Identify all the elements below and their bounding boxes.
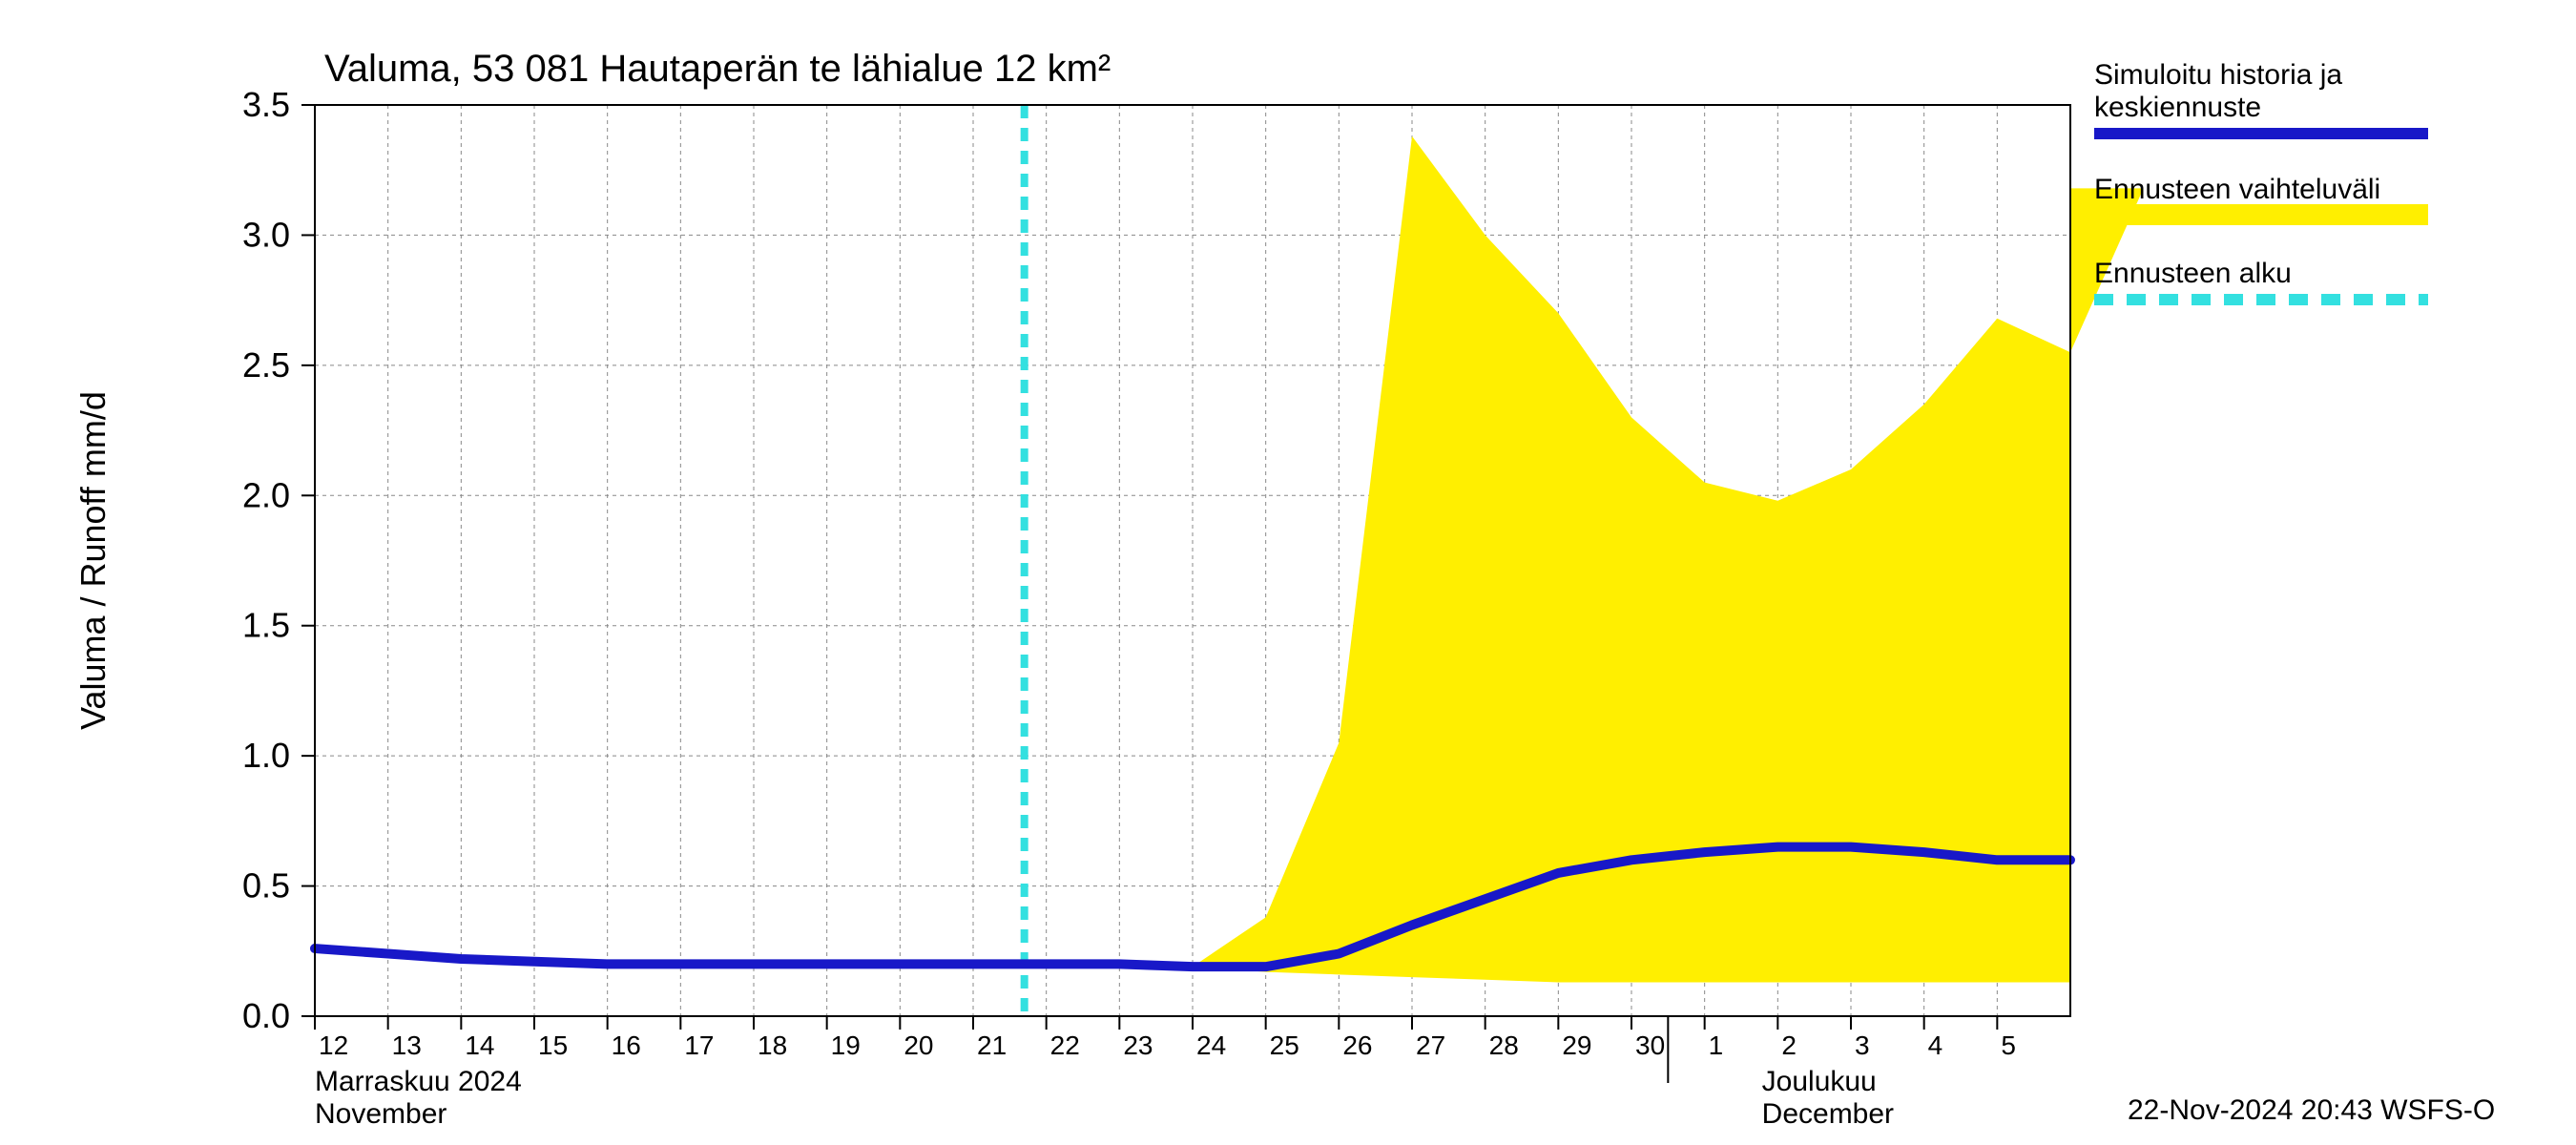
x-tick-label: 5: [2001, 1030, 2016, 1060]
start-month-fi: Marraskuu 2024: [315, 1066, 522, 1097]
x-tick-label: 14: [465, 1030, 494, 1060]
x-tick-label: 21: [977, 1030, 1007, 1060]
x-tick-label: 2: [1781, 1030, 1797, 1060]
x-tick-label: 18: [758, 1030, 787, 1060]
legend-label: keskiennuste: [2094, 92, 2261, 123]
x-tick-label: 3: [1855, 1030, 1870, 1060]
x-tick-label: 17: [684, 1030, 714, 1060]
legend-label: Ennusteen vaihteluväli: [2094, 174, 2380, 205]
chart-title: Valuma, 53 081 Hautaperän te lähialue 12…: [324, 48, 1111, 90]
y-tick-label: 2.0: [242, 475, 290, 514]
x-tick-label: 4: [1928, 1030, 1943, 1060]
x-tick-label: 19: [831, 1030, 861, 1060]
y-tick-label: 3.5: [242, 85, 290, 124]
x-tick-label: 20: [904, 1030, 933, 1060]
y-tick-label: 3.0: [242, 215, 290, 254]
x-tick-label: 16: [612, 1030, 641, 1060]
x-tick-label: 27: [1416, 1030, 1445, 1060]
x-tick-label: 1: [1709, 1030, 1724, 1060]
y-axis-label: Valuma / Runoff mm/d: [73, 391, 113, 730]
y-tick-label: 0.0: [242, 996, 290, 1035]
legend-label: Simuloitu historia ja: [2094, 59, 2342, 91]
x-tick-label: 23: [1123, 1030, 1153, 1060]
x-tick-label: 15: [538, 1030, 568, 1060]
x-tick-label: 28: [1489, 1030, 1519, 1060]
legend-swatch-band: [2094, 204, 2428, 225]
start-month-en: November: [315, 1098, 447, 1130]
y-tick-label: 1.0: [242, 736, 290, 775]
x-tick-label: 25: [1270, 1030, 1299, 1060]
x-tick-label: 26: [1342, 1030, 1372, 1060]
legend-label: Ennusteen alku: [2094, 258, 2292, 289]
chart-svg: 0.00.51.01.52.02.53.03.51213141516171819…: [0, 0, 2576, 1145]
x-tick-label: 22: [1050, 1030, 1080, 1060]
month-label-fi: Joulukuu: [1762, 1066, 1877, 1097]
x-tick-label: 29: [1562, 1030, 1591, 1060]
x-tick-label: 24: [1196, 1030, 1226, 1060]
chart-root: 0.00.51.01.52.02.53.03.51213141516171819…: [0, 0, 2576, 1145]
y-tick-label: 1.5: [242, 606, 290, 645]
x-tick-label: 30: [1635, 1030, 1665, 1060]
month-label-en: December: [1762, 1098, 1894, 1130]
timestamp: 22-Nov-2024 20:43 WSFS-O: [2128, 1094, 2495, 1126]
x-tick-label: 12: [319, 1030, 348, 1060]
chart-bg: [0, 0, 2576, 1145]
y-tick-label: 0.5: [242, 866, 290, 906]
x-tick-label: 13: [392, 1030, 422, 1060]
y-tick-label: 2.5: [242, 345, 290, 385]
